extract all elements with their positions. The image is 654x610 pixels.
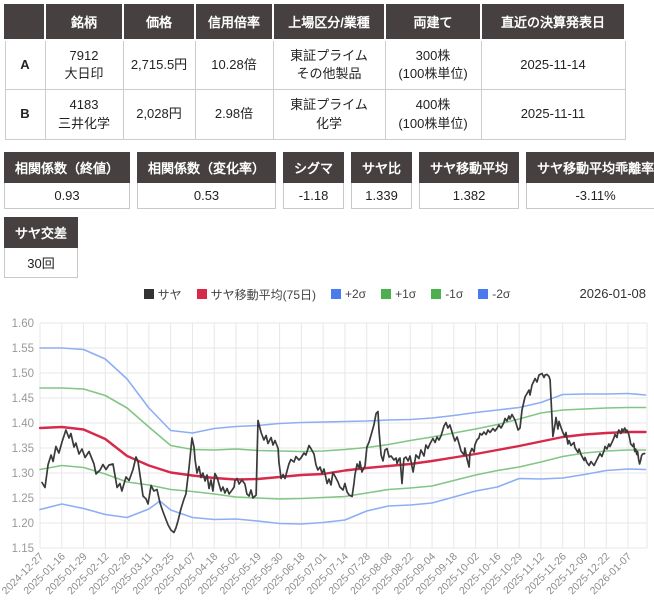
chart-header: サヤ サヤ移動平均(75日) +2σ +1σ -1σ -2σ 2026-01-08 <box>2 286 652 303</box>
chart-legend: サヤ サヤ移動平均(75日) +2σ +1σ -1σ -2σ <box>2 286 652 303</box>
stat-value: -1.18 <box>283 181 345 209</box>
series-saya <box>41 372 646 534</box>
stat-label: サヤ交差 <box>3 216 79 248</box>
stock-b-listing-cell: 東証プライム 化学 <box>272 89 386 140</box>
svg-text:1.25: 1.25 <box>12 493 34 505</box>
stock-a-earnings-date: 2025-11-14 <box>480 39 626 91</box>
series-plus2sigma <box>39 346 647 434</box>
stat-value: 1.382 <box>419 181 520 209</box>
legend-label: サヤ移動平均(75日) <box>210 287 316 302</box>
stock-b-hedge-unit: (100株単位) <box>398 115 468 131</box>
legend-swatch-icon <box>431 289 442 300</box>
legend-item: -2σ <box>478 287 510 301</box>
pair-comparison-table: 銘柄 価格 信用倍率 上場区分/業種 両建て 直近の決算発表日 A 7912 大… <box>4 2 626 140</box>
legend-swatch-icon <box>331 289 341 300</box>
legend-label: +2σ <box>345 287 367 302</box>
saya-chart: サヤ サヤ移動平均(75日) +2σ +1σ -1σ -2σ 2026-01-08 1.6… <box>2 286 652 608</box>
stock-b-price: 2,028円 <box>122 89 196 140</box>
series-saya-ma75 <box>38 425 647 481</box>
stock-b-earnings-date: 2025-11-11 <box>480 89 626 140</box>
stock-b-margin-ratio: 2.98倍 <box>194 89 274 140</box>
stat-label: サヤ移動平均 <box>419 151 520 183</box>
stock-b-listing: 東証プライム <box>290 97 368 113</box>
series-plus1sigma <box>39 386 647 453</box>
stock-b-name-cell: 4183 三井化学 <box>44 89 124 140</box>
svg-text:1.35: 1.35 <box>12 443 34 455</box>
saya-cross-row: サヤ交差 30回 <box>3 216 652 278</box>
stat-value: 30回 <box>3 246 79 278</box>
stat-label: サヤ移動平均乖離率 <box>526 151 654 183</box>
svg-text:1.20: 1.20 <box>12 518 34 530</box>
stat-value: -3.11% <box>526 181 654 209</box>
legend-item: -1σ <box>431 287 463 301</box>
svg-text:1.55: 1.55 <box>12 343 34 355</box>
stat-saya-ratio: サヤ比 1.339 <box>351 151 413 209</box>
legend-swatch-icon <box>143 289 154 300</box>
statistics-row: 相関係数（終値） 0.93 相関係数（変化率） 0.53 シグマ -1.18 サ… <box>3 151 654 209</box>
stat-saya-ma-deviation: サヤ移動平均乖離率 -3.11% <box>526 151 654 209</box>
svg-text:1.30: 1.30 <box>12 468 34 480</box>
row-key-b: B <box>4 89 46 140</box>
series-minus2sigma <box>39 467 647 525</box>
saya-chart-plot: 1.60 1.55 1.50 1.45 1.40 1.35 1.30 1.25 1.20 1.15… <box>2 318 648 597</box>
stock-a-hedge-shares: 300株 <box>415 48 451 63</box>
stock-b-sector: 化学 <box>315 115 342 131</box>
stock-b-hedge-shares: 400株 <box>415 97 451 113</box>
chart-date-label: 2026-01-08 <box>579 285 647 301</box>
stock-a-name: 大日印 <box>64 66 104 82</box>
legend-swatch-icon <box>478 289 489 300</box>
legend-label: サヤ <box>157 287 182 302</box>
stock-b-hedge-cell: 400株 (100株単位) <box>384 89 482 140</box>
stat-sigma: シグマ -1.18 <box>283 151 345 209</box>
table-row-stock-a: A 7912 大日印 2,715.5円 10.28倍 東証プライム その他製品 … <box>4 39 626 91</box>
stock-a-sector: その他製品 <box>296 66 362 82</box>
row-key-a: A <box>4 39 46 91</box>
svg-text:1.50: 1.50 <box>12 368 34 380</box>
stat-label: シグマ <box>283 151 345 183</box>
svg-text:1.40: 1.40 <box>12 418 34 430</box>
col-header-listing: 上場区分/業種 <box>272 2 386 41</box>
stock-a-hedge-cell: 300株 (100株単位) <box>384 39 482 91</box>
legend-item: +2σ <box>331 287 366 301</box>
stock-a-hedge-unit: (100株単位) <box>398 66 468 82</box>
table-row-stock-b: B 4183 三井化学 2,028円 2.98倍 東証プライム 化学 400株 … <box>4 89 626 140</box>
svg-text:1.60: 1.60 <box>12 318 34 330</box>
stock-a-code: 7912 <box>69 48 99 63</box>
stat-value: 0.93 <box>3 181 131 209</box>
svg-text:1.45: 1.45 <box>12 393 34 405</box>
legend-swatch-icon <box>196 289 207 300</box>
stat-correlation-change: 相関係数（変化率） 0.53 <box>137 151 277 209</box>
col-header-price: 価格 <box>122 2 196 41</box>
legend-label: -1σ <box>445 287 464 302</box>
legend-label: -2σ <box>492 287 511 302</box>
col-header-earnings: 直近の決算発表日 <box>480 2 626 41</box>
legend-item: サヤ <box>143 286 182 303</box>
stock-a-name-cell: 7912 大日印 <box>44 39 124 91</box>
col-header-margin-ratio: 信用倍率 <box>194 2 274 41</box>
legend-label: +1σ <box>395 287 417 302</box>
col-header-stock: 銘柄 <box>44 2 124 41</box>
stock-a-price: 2,715.5円 <box>122 39 196 91</box>
stat-correlation-close: 相関係数（終値） 0.93 <box>3 151 131 209</box>
corner-cell <box>4 2 46 41</box>
stat-saya-moving-average: サヤ移動平均 1.382 <box>419 151 520 209</box>
col-header-hedge: 両建て <box>384 2 482 41</box>
svg-text:1.15: 1.15 <box>12 543 34 555</box>
stock-a-margin-ratio: 10.28倍 <box>194 39 274 91</box>
stat-label: 相関係数（変化率） <box>137 151 277 183</box>
stat-label: 相関係数（終値） <box>3 151 131 183</box>
legend-item: +1σ <box>381 287 416 301</box>
stock-b-code: 4183 <box>69 97 99 113</box>
stat-value: 1.339 <box>351 181 413 209</box>
stock-a-listing: 東証プライム <box>290 48 368 63</box>
stock-a-listing-cell: 東証プライム その他製品 <box>272 39 386 91</box>
stat-saya-cross: サヤ交差 30回 <box>3 216 79 278</box>
legend-item: サヤ移動平均(75日) <box>196 286 316 303</box>
legend-swatch-icon <box>381 289 392 300</box>
pair-table-header-row: 銘柄 価格 信用倍率 上場区分/業種 両建て 直近の決算発表日 <box>4 2 626 41</box>
stat-label: サヤ比 <box>351 151 413 183</box>
stat-value: 0.53 <box>137 181 277 209</box>
stock-b-name: 三井化学 <box>57 115 110 131</box>
